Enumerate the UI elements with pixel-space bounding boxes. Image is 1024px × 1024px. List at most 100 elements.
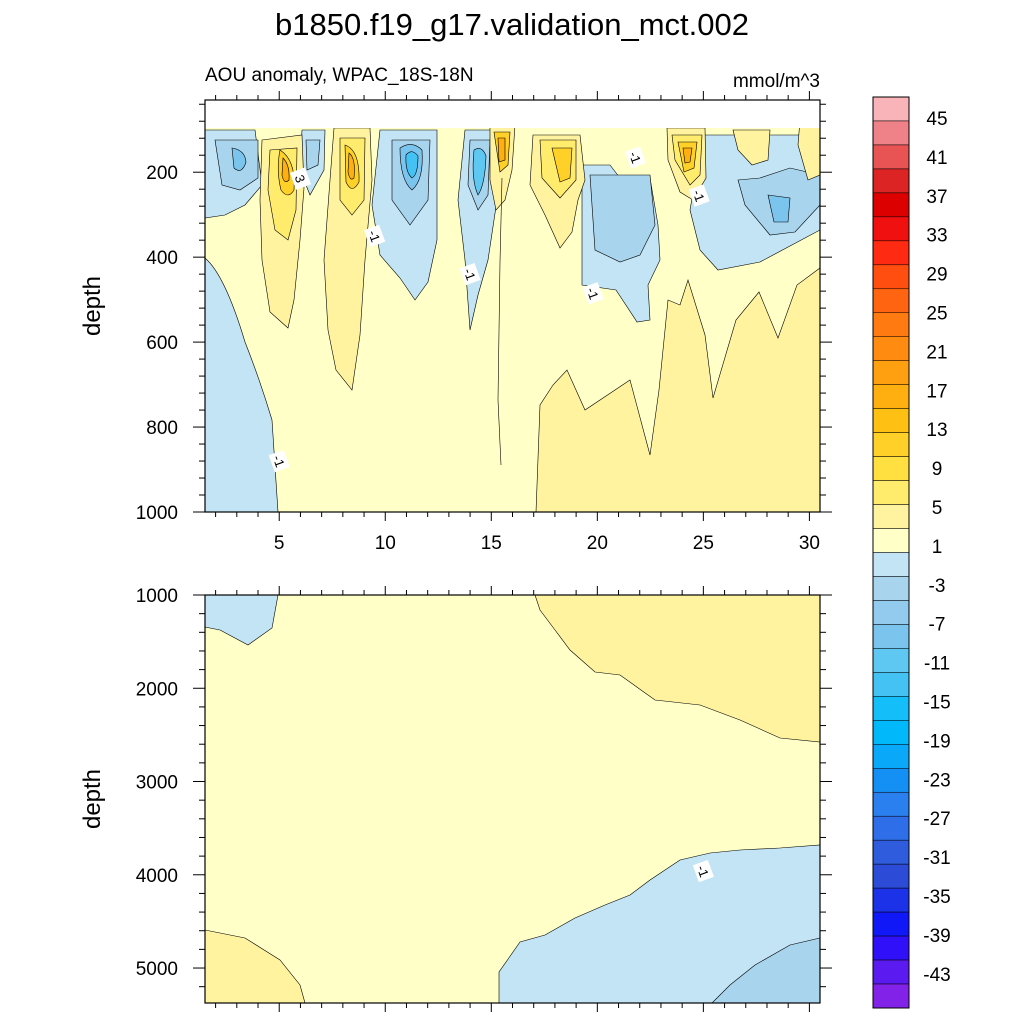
contour-label: 3 [289, 167, 312, 190]
contour-label: -1 [268, 449, 290, 473]
colorbar-swatch [872, 408, 910, 433]
colorbar-swatch [872, 720, 910, 745]
lower-contour-labels: -1 [692, 859, 714, 883]
colorbar-swatch [872, 144, 910, 170]
contour-label-text: -1 [270, 453, 288, 469]
colorbar-swatch [872, 791, 910, 817]
contour-label: -1 [688, 184, 710, 207]
upper-top-mask [205, 100, 820, 128]
contour-label-text: -1 [626, 150, 644, 166]
contour-label-text: -1 [584, 285, 602, 301]
lower-contour-bottom-right-blue [498, 844, 821, 1004]
colorbar-label: -35 [923, 887, 950, 908]
contour-label-text: -1 [694, 863, 712, 879]
chart-subtitle: AOU anomaly, WPAC_18S-18N [205, 65, 474, 86]
colorbar-swatch [872, 768, 910, 793]
y-tick-label: 4000 [136, 866, 178, 887]
contour-label-box [624, 146, 647, 169]
chart-title: b1850.f19_g17.validation_mct.002 [275, 7, 749, 42]
colorbar-label: -7 [929, 615, 946, 636]
colorbar-swatch [872, 863, 910, 889]
colorbar-swatch [872, 192, 910, 218]
contour-label-text: -1 [461, 266, 479, 282]
upper-contour-deep-yellow [535, 267, 821, 513]
colorbar-label: 33 [926, 226, 947, 247]
colorbar-label: -19 [923, 731, 950, 752]
colorbar-swatch [872, 887, 910, 913]
colorbar-swatch [872, 240, 910, 266]
x-tick-label: 20 [587, 533, 608, 554]
colorbar-swatch [872, 120, 910, 146]
colorbar-swatch [872, 648, 910, 673]
colorbar-swatch [872, 96, 910, 122]
colorbar-swatch [872, 384, 910, 409]
colorbar-swatch [872, 480, 910, 505]
contour-label-text: -1 [690, 188, 708, 204]
x-tick-label: 10 [375, 533, 396, 554]
colorbar-label: -39 [923, 926, 950, 947]
y-tick-label: 400 [146, 248, 178, 269]
colorbar: 45 41 37 33 29 25 21 17 13 9 5 1 -3 -7 -11 -15 -19 -23 -27… [872, 96, 951, 1009]
colorbar-label: 25 [926, 304, 947, 325]
lower-panel: 1000 2000 3000 4000 5000 depth -1 [79, 586, 832, 1012]
colorbar-label: -3 [929, 576, 946, 597]
colorbar-label: 45 [926, 109, 947, 130]
colorbar-swatch [872, 672, 910, 697]
contour-label-box [688, 184, 710, 207]
colorbar-label: -23 [923, 770, 950, 791]
y-tick-label: 800 [146, 418, 178, 439]
colorbar-label: 21 [926, 342, 947, 363]
colorbar-swatch [872, 312, 910, 337]
colorbar-swatch [872, 528, 910, 553]
colorbar-label: 17 [926, 381, 947, 402]
x-tick-label: 30 [799, 533, 820, 554]
contour-label-box [268, 449, 290, 473]
upper-panel: 5 10 15 20 25 30 200 400 600 800 1000 depth 3 -1 -1 -1… [79, 91, 832, 554]
colorbar-label: 37 [926, 187, 947, 208]
colorbar-swatch [872, 216, 910, 242]
colorbar-label: 1 [932, 537, 943, 558]
upper-axes: 5 10 15 20 25 30 200 400 600 800 1000 depth [79, 91, 832, 554]
colorbar-swatch [872, 983, 910, 1009]
contour-label-text: -1 [365, 228, 383, 244]
colorbar-label: -11 [924, 654, 950, 675]
colorbar-swatch [872, 432, 910, 457]
colorbar-frame [872, 96, 910, 1009]
colorbar-swatch [872, 839, 910, 865]
y-tick-label: 1000 [136, 586, 178, 607]
colorbar-swatch [872, 696, 910, 721]
colorbar-swatch [872, 288, 910, 314]
y-tick-label: 1000 [136, 503, 178, 524]
colorbar-swatch [872, 600, 910, 625]
colorbar-swatch [872, 815, 910, 841]
colorbar-swatch [872, 360, 910, 385]
upper-contour-left-blue [204, 257, 279, 513]
colorbar-label: -31 [923, 848, 950, 869]
y-tick-label: 3000 [136, 773, 178, 794]
upper-contours [204, 117, 821, 513]
colorbar-label: -27 [923, 809, 950, 830]
contour-label: -1 [459, 262, 481, 286]
x-tick-label: 25 [693, 533, 714, 554]
contour-label: -1 [364, 224, 386, 248]
colorbar-swatch [872, 456, 910, 481]
colorbar-swatch [872, 336, 910, 361]
colorbar-swatch [872, 744, 910, 769]
colorbar-label: 5 [932, 498, 943, 519]
y-tick-label: 5000 [136, 959, 178, 980]
x-tick-label: 5 [274, 533, 285, 554]
contour-label: -1 [624, 146, 647, 169]
y-axis-label: depth [79, 769, 106, 829]
x-tick-label: 15 [481, 533, 502, 554]
y-axis-label: depth [79, 276, 106, 336]
y-tick-label: 2000 [136, 679, 178, 700]
y-tick-label: 200 [146, 163, 178, 184]
upper-contour-labels: 3 -1 -1 -1 -1 -1 -1 [268, 146, 710, 473]
units-label: mmol/m^3 [733, 71, 820, 92]
colorbar-swatch [872, 959, 910, 985]
colorbar-swatch [872, 911, 910, 937]
contour-label: -1 [582, 282, 604, 305]
colorbar-swatch [872, 264, 910, 290]
colorbar-label: -43 [923, 965, 950, 986]
